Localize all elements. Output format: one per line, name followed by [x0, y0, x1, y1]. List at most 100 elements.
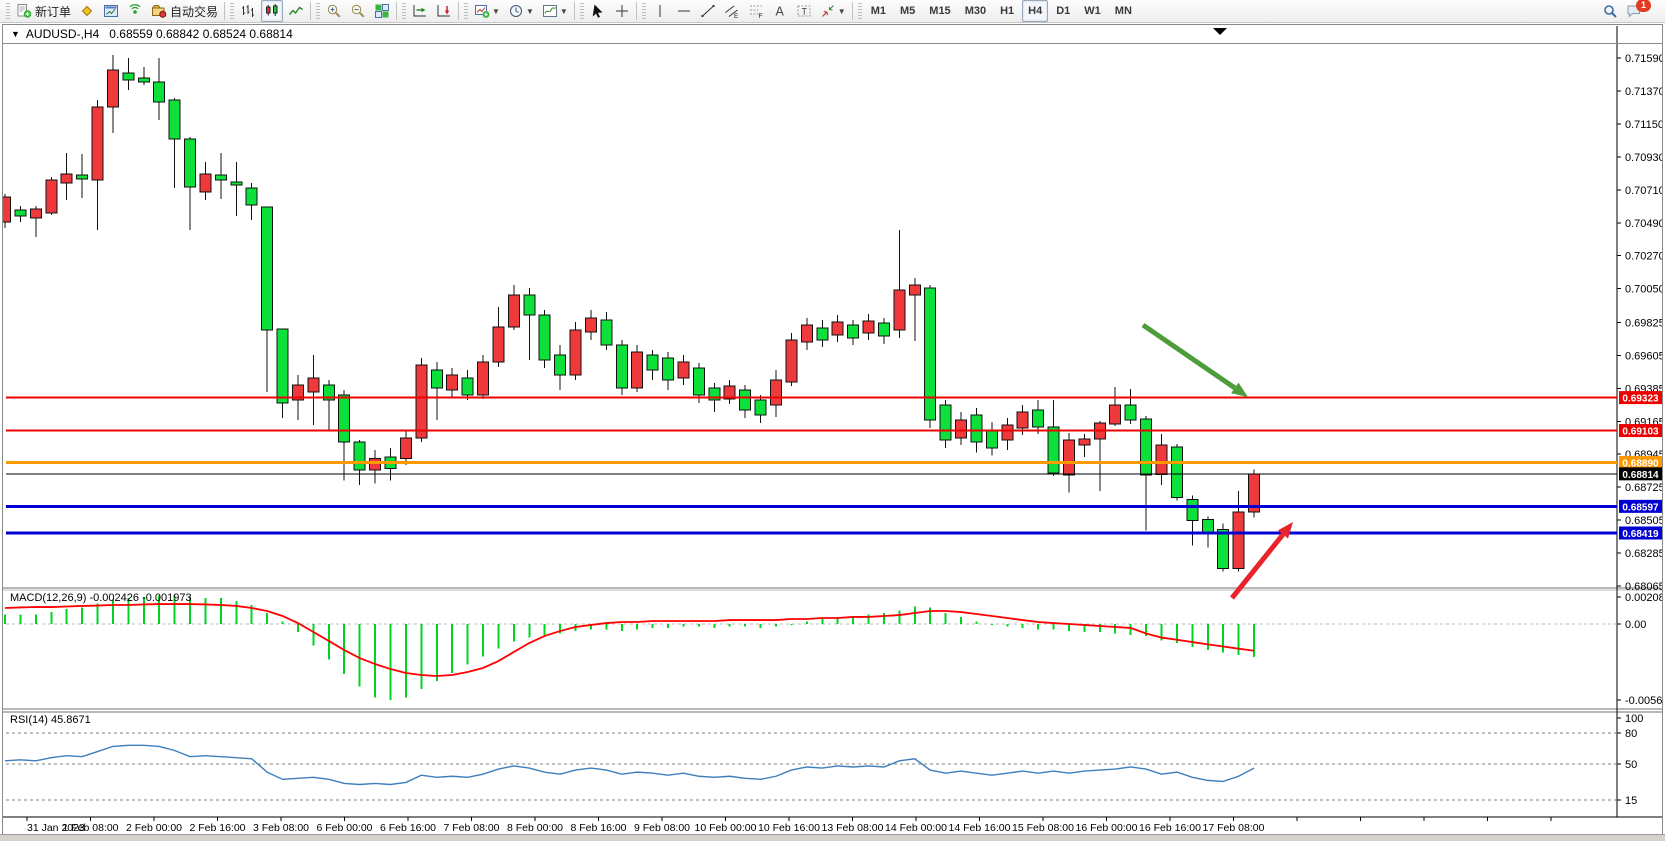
- toolbar-grip: [6, 3, 10, 19]
- zoom-in-button[interactable]: [323, 0, 345, 22]
- candle: [76, 174, 89, 180]
- new-order-button-label: 新订单: [35, 4, 72, 19]
- timeframe-w1[interactable]: W1: [1078, 0, 1107, 22]
- candle: [353, 441, 366, 471]
- timeframe-h4[interactable]: H4: [1022, 0, 1049, 22]
- candle: [276, 328, 289, 404]
- price-badge: [1619, 526, 1662, 540]
- candle: [1155, 444, 1168, 475]
- toolbar-separator: [224, 2, 226, 20]
- chart-shift-button[interactable]: [433, 0, 455, 22]
- price-tick-label: 0.69825: [1625, 317, 1662, 329]
- metaquotes-button[interactable]: [76, 0, 98, 22]
- candle: [307, 377, 320, 393]
- rsi-pane[interactable]: [6, 712, 1617, 817]
- timeframe-m5[interactable]: M5: [894, 0, 921, 22]
- timeframe-m30-label: M30: [964, 5, 987, 17]
- time-tick-label: 16 Feb 00:00: [1076, 822, 1138, 834]
- crosshair-button[interactable]: [611, 0, 633, 22]
- price-tick-label: 0.71370: [1625, 86, 1662, 98]
- cursor-icon: [590, 3, 606, 19]
- candle: [554, 354, 567, 376]
- main-chart-pane[interactable]: [6, 26, 1617, 588]
- timeframe-m15[interactable]: M15: [923, 0, 956, 22]
- line-icon: [288, 3, 304, 19]
- chart-shift-icon: [436, 3, 452, 19]
- new-order-button[interactable]: 新订单: [13, 0, 74, 22]
- auto-scroll-button[interactable]: [409, 0, 431, 22]
- time-tick-label: 1 Feb 08:00: [62, 822, 118, 834]
- trend-arrow-down[interactable]: [1141, 322, 1248, 397]
- candle: [739, 389, 752, 411]
- search-button[interactable]: [1599, 0, 1621, 22]
- candle: [800, 324, 813, 343]
- svg-text:T: T: [801, 7, 807, 17]
- tile-windows-button[interactable]: [371, 0, 393, 22]
- timeframe-m1-label: M1: [870, 5, 886, 17]
- candle: [523, 294, 536, 316]
- periods-button[interactable]: ▼: [505, 0, 537, 22]
- candle: [507, 294, 520, 328]
- timeframe-d1[interactable]: D1: [1050, 0, 1076, 22]
- candle: [322, 384, 335, 401]
- crosshair-icon: [614, 3, 630, 19]
- candle: [1201, 518, 1214, 533]
- candle: [122, 72, 135, 81]
- candle: [1170, 446, 1183, 498]
- timeframe-m1[interactable]: M1: [865, 0, 892, 22]
- line-chart-button[interactable]: [285, 0, 307, 22]
- price-tick-label: 0.70710: [1625, 185, 1662, 197]
- rsi-tick-label: 15: [1625, 795, 1637, 807]
- candle: [1232, 511, 1245, 570]
- market-watch-button[interactable]: [100, 0, 122, 22]
- fibonacci-button[interactable]: F: [745, 0, 767, 22]
- candle: [600, 319, 613, 346]
- macd-pane[interactable]: [6, 590, 1617, 709]
- price-badge-label: 0.69323: [1622, 394, 1659, 405]
- signals-button[interactable]: [124, 0, 146, 22]
- timeframe-mn[interactable]: MN: [1109, 0, 1138, 22]
- chart-menu-toggle[interactable]: ▼: [11, 29, 20, 39]
- candle: [723, 385, 736, 400]
- arrows-button[interactable]: ▼: [817, 0, 849, 22]
- price-tick-label: 0.70490: [1625, 218, 1662, 230]
- chart-shift-marker[interactable]: [1213, 28, 1227, 35]
- chart-canvas[interactable]: 0.71590 0.71370 0.71150 0.70930 0.70710 0.704…: [3, 24, 1662, 834]
- time-tick-label: 14 Feb 00:00: [885, 822, 947, 834]
- notifications-button[interactable]: 1: [1623, 0, 1660, 22]
- price-tick-label: 0.70930: [1625, 152, 1662, 164]
- bar-chart-button[interactable]: [237, 0, 259, 22]
- timeframe-m30[interactable]: M30: [959, 0, 992, 22]
- toolbar-separator: [396, 2, 398, 20]
- zoom-in-icon: [326, 3, 342, 19]
- trendline-button[interactable]: [697, 0, 719, 22]
- text-label-button[interactable]: T: [793, 0, 815, 22]
- horizontal-line-button[interactable]: [673, 0, 695, 22]
- templates-button[interactable]: ▼: [539, 0, 571, 22]
- candle: [430, 369, 443, 389]
- candle: [908, 284, 921, 296]
- candle: [1001, 424, 1014, 441]
- auto-trading-button[interactable]: 自动交易: [148, 0, 221, 22]
- zoom-out-button[interactable]: [347, 0, 369, 22]
- time-tick-label: 2 Feb 16:00: [189, 822, 245, 834]
- macd-label: MACD(12,26,9) -0.002426 -0.001973: [10, 592, 192, 604]
- equidistant-channel-button[interactable]: E: [721, 0, 743, 22]
- text-button[interactable]: A: [769, 0, 791, 22]
- candle: [168, 99, 181, 140]
- toolbar-separator: [310, 2, 312, 20]
- candle: [29, 208, 42, 219]
- trend-arrow-up[interactable]: [1230, 522, 1293, 600]
- timeframe-h1[interactable]: H1: [994, 0, 1020, 22]
- candle: [538, 314, 551, 361]
- toolbar-grip: [316, 3, 321, 19]
- candle: [477, 361, 490, 396]
- time-tick-label: 14 Feb 16:00: [949, 822, 1011, 834]
- candle: [893, 289, 906, 331]
- candlestick-chart-button[interactable]: [261, 0, 284, 22]
- vertical-line-button[interactable]: [649, 0, 671, 22]
- candle: [1047, 426, 1060, 474]
- indicators-button[interactable]: ▼: [471, 0, 503, 22]
- cursor-button[interactable]: [587, 0, 609, 22]
- candle: [214, 174, 227, 181]
